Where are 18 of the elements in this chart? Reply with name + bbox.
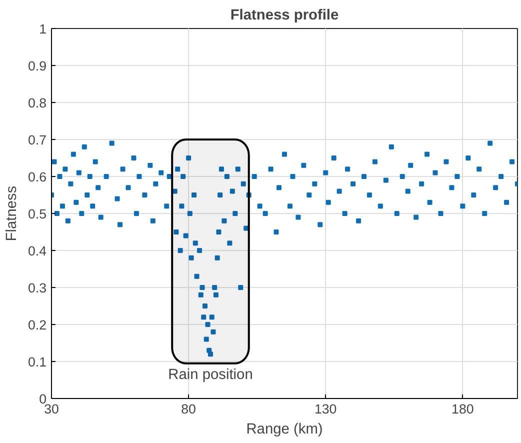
x-axis-title: Range (km)	[246, 422, 323, 438]
y-tick-label: 0.1	[28, 354, 47, 370]
y-tick-label: 0.3	[28, 280, 47, 296]
x-tick-label: 80	[181, 402, 196, 416]
x-tick-label: 30	[44, 402, 59, 416]
y-tick-label: 0.4	[28, 244, 48, 258]
y-tick-label: 0.7	[28, 132, 47, 148]
y-tick-label: 0.5	[28, 206, 47, 222]
x-tick-label: 180	[452, 402, 474, 416]
x-tick-label: 130	[314, 402, 337, 416]
chart-title: Flatness profile	[230, 8, 339, 24]
band-label: Rain position	[168, 367, 253, 384]
y-tick-label: 0.8	[28, 96, 47, 110]
y-tick-label: 0.6	[28, 170, 47, 184]
y-tick-label: 0.2	[28, 318, 47, 332]
y-tick-label: 0.9	[28, 58, 47, 74]
y-axis-title: Flatness	[4, 186, 20, 242]
y-tick-label: 1	[39, 22, 47, 36]
